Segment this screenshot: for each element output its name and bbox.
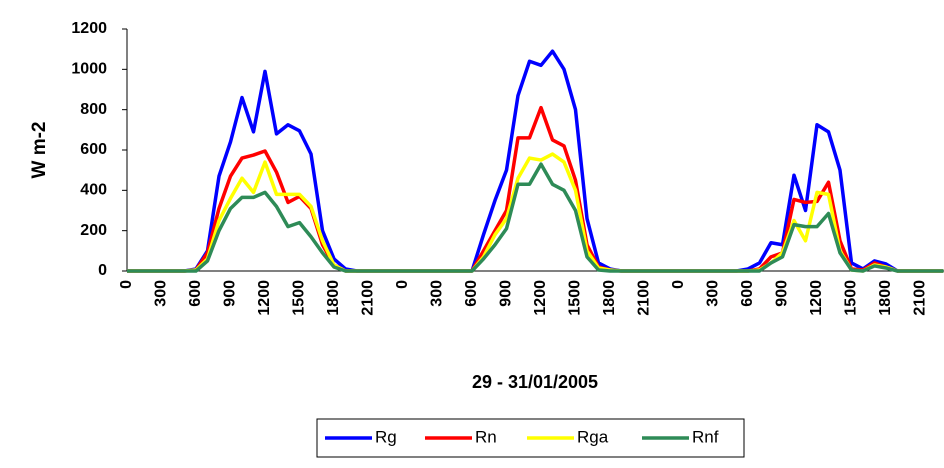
series-line [127,152,944,273]
x-tick-label: 900 [498,280,515,307]
x-tick-label: 1500 [567,280,584,316]
y-tick-label: 1200 [71,20,107,37]
x-tick-label: 300 [429,280,446,307]
x-tick-label: 2100 [360,280,377,316]
x-tick-label: 600 [187,280,204,307]
x-tick-label: 1200 [808,280,825,316]
x-tick-label: 300 [705,280,722,307]
x-tick-label: 1500 [291,280,308,316]
legend-label: Rn [475,427,497,446]
x-tick-label: 1800 [877,280,894,316]
y-axis-title: W m-2 [29,122,50,179]
x-tick-label: 0 [118,280,135,289]
legend-label: Rg [375,427,397,446]
x-axis-title: 29 - 31/01/2005 [472,372,598,392]
series-line [127,105,944,273]
x-tick-label: 900 [222,280,239,307]
x-tick-label: 1500 [843,280,860,316]
legend-label: Rga [577,427,609,446]
x-tick-label: 1800 [601,280,618,316]
x-tick-label: 300 [153,280,170,307]
y-tick-label: 200 [80,222,107,239]
x-tick-label: 900 [774,280,791,307]
y-tick-label: 400 [80,182,107,199]
y-tick-label: 600 [80,141,107,158]
y-tick-label: 0 [98,262,107,279]
series-line [127,162,944,273]
y-tick-label: 1000 [71,61,107,78]
x-tick-label: 2100 [912,280,929,316]
x-tick-label: 0 [670,280,687,289]
x-tick-label: 1800 [325,280,342,316]
y-tick-label: 800 [80,101,107,118]
series-line [127,49,944,273]
x-tick-label: 1200 [256,280,273,316]
legend-label: Rnf [692,427,719,446]
x-tick-label: 600 [739,280,756,307]
x-tick-label: 0 [394,280,411,289]
x-tick-label: 600 [463,280,480,307]
x-tick-label: 2100 [636,280,653,316]
x-tick-label: 1200 [532,280,549,316]
